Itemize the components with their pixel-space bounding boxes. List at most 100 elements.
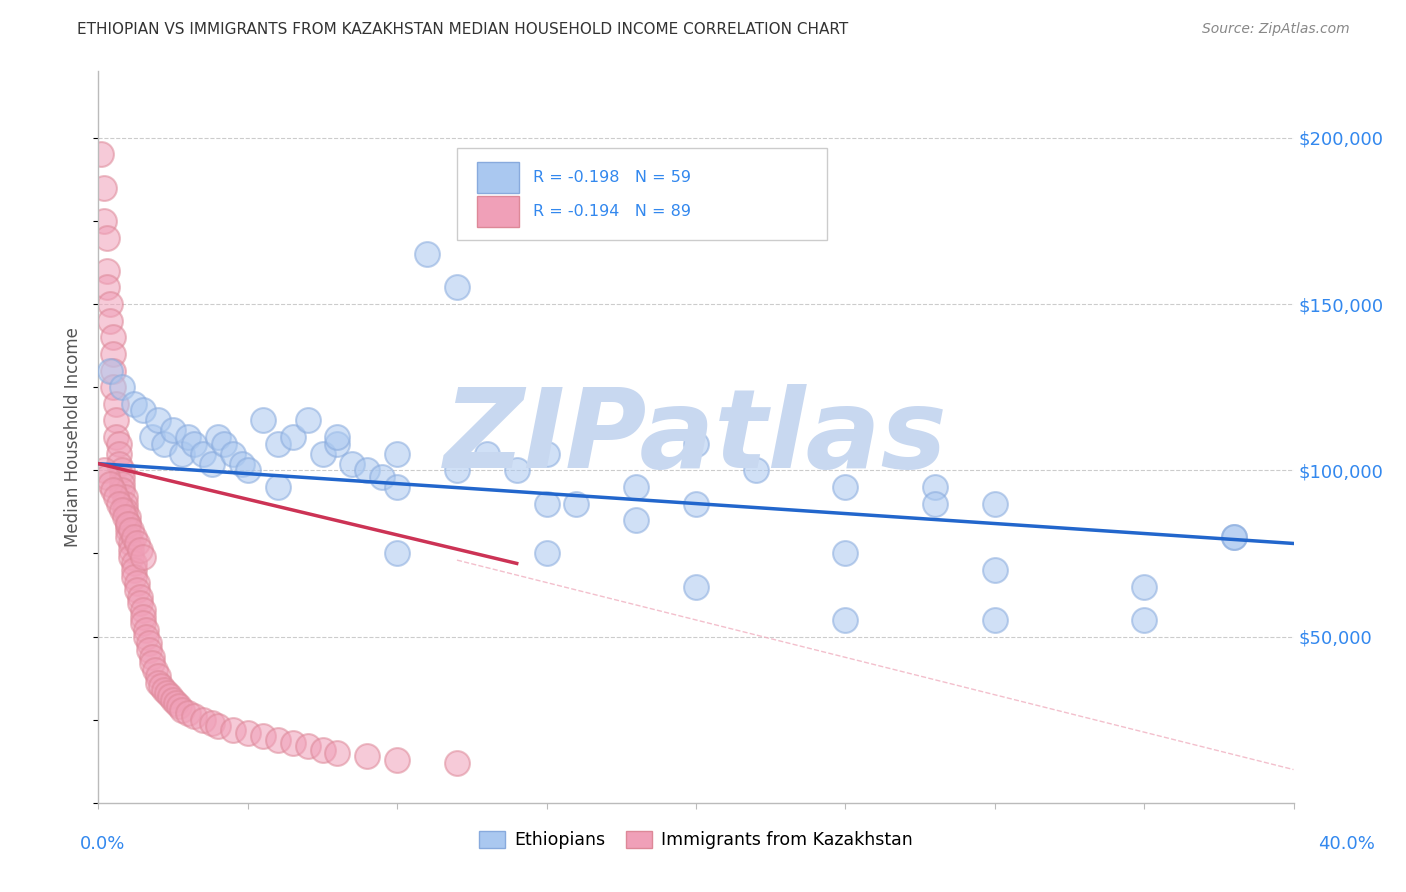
Point	[96, 470, 118, 484]
Point	[385, 546, 409, 560]
Point	[212, 436, 235, 450]
Point	[252, 413, 274, 427]
Text: R = -0.198   N = 59: R = -0.198 N = 59	[533, 169, 692, 185]
FancyBboxPatch shape	[477, 196, 519, 227]
Point	[124, 570, 146, 584]
Point	[1133, 613, 1156, 627]
Point	[141, 430, 163, 444]
Point	[326, 430, 349, 444]
Point	[626, 513, 648, 527]
Point	[108, 447, 131, 461]
Point	[536, 546, 558, 560]
Point	[177, 430, 200, 444]
Point	[356, 749, 378, 764]
Point	[342, 457, 364, 471]
Point	[984, 613, 1007, 627]
Point	[103, 363, 125, 377]
Point	[153, 682, 176, 697]
Legend: Ethiopians, Immigrants from Kazakhstan: Ethiopians, Immigrants from Kazakhstan	[472, 823, 920, 856]
Point	[385, 480, 409, 494]
Point	[326, 436, 349, 450]
Point	[745, 463, 768, 477]
Point	[127, 536, 149, 550]
Point	[446, 280, 468, 294]
Point	[236, 726, 259, 740]
Point	[536, 447, 558, 461]
Point	[356, 463, 378, 477]
Point	[127, 582, 149, 597]
Point	[135, 630, 157, 644]
Point	[311, 447, 333, 461]
Point	[132, 603, 155, 617]
Point	[132, 616, 155, 631]
Point	[150, 680, 173, 694]
Point	[281, 430, 304, 444]
Point	[124, 397, 146, 411]
Point	[201, 457, 224, 471]
Point	[506, 463, 529, 477]
Point	[159, 690, 181, 704]
Point	[446, 463, 468, 477]
Point	[124, 530, 146, 544]
Point	[267, 732, 290, 747]
Point	[120, 549, 142, 564]
Point	[207, 430, 229, 444]
Point	[96, 264, 118, 278]
Point	[114, 497, 136, 511]
Point	[222, 447, 245, 461]
Point	[105, 430, 128, 444]
Point	[117, 530, 139, 544]
Point	[183, 436, 205, 450]
Point	[103, 347, 125, 361]
Point	[129, 543, 152, 558]
Point	[201, 716, 224, 731]
Point	[108, 497, 131, 511]
Point	[117, 516, 139, 531]
Point	[371, 470, 394, 484]
Point	[148, 413, 170, 427]
Point	[297, 413, 319, 427]
Y-axis label: Median Household Income: Median Household Income	[65, 327, 83, 547]
Point	[105, 397, 128, 411]
Point	[132, 609, 155, 624]
Point	[93, 463, 115, 477]
Point	[326, 746, 349, 760]
Point	[90, 147, 112, 161]
Point	[191, 447, 214, 461]
Point	[834, 613, 856, 627]
Point	[141, 656, 163, 670]
FancyBboxPatch shape	[457, 148, 827, 240]
Point	[685, 436, 707, 450]
Point	[120, 523, 142, 537]
Point	[924, 480, 946, 494]
Point	[111, 463, 134, 477]
Point	[475, 447, 498, 461]
Text: R = -0.194   N = 89: R = -0.194 N = 89	[533, 204, 692, 219]
Point	[385, 753, 409, 767]
Point	[172, 447, 194, 461]
Point	[103, 380, 125, 394]
Text: ETHIOPIAN VS IMMIGRANTS FROM KAZAKHSTAN MEDIAN HOUSEHOLD INCOME CORRELATION CHAR: ETHIOPIAN VS IMMIGRANTS FROM KAZAKHSTAN …	[77, 22, 849, 37]
Text: ZIPatlas: ZIPatlas	[444, 384, 948, 491]
Point	[924, 497, 946, 511]
Point	[153, 436, 176, 450]
Point	[207, 719, 229, 733]
Point	[117, 509, 139, 524]
Point	[120, 543, 142, 558]
Point	[446, 756, 468, 770]
Point	[311, 742, 333, 756]
Point	[108, 436, 131, 450]
Point	[267, 480, 290, 494]
Point	[177, 706, 200, 720]
Text: Source: ZipAtlas.com: Source: ZipAtlas.com	[1202, 22, 1350, 37]
Point	[536, 497, 558, 511]
Text: 40.0%: 40.0%	[1319, 835, 1375, 853]
Point	[103, 330, 125, 344]
Point	[148, 676, 170, 690]
Point	[141, 649, 163, 664]
Point	[93, 180, 115, 194]
Point	[127, 576, 149, 591]
Point	[984, 563, 1007, 577]
Point	[236, 463, 259, 477]
Point	[124, 557, 146, 571]
